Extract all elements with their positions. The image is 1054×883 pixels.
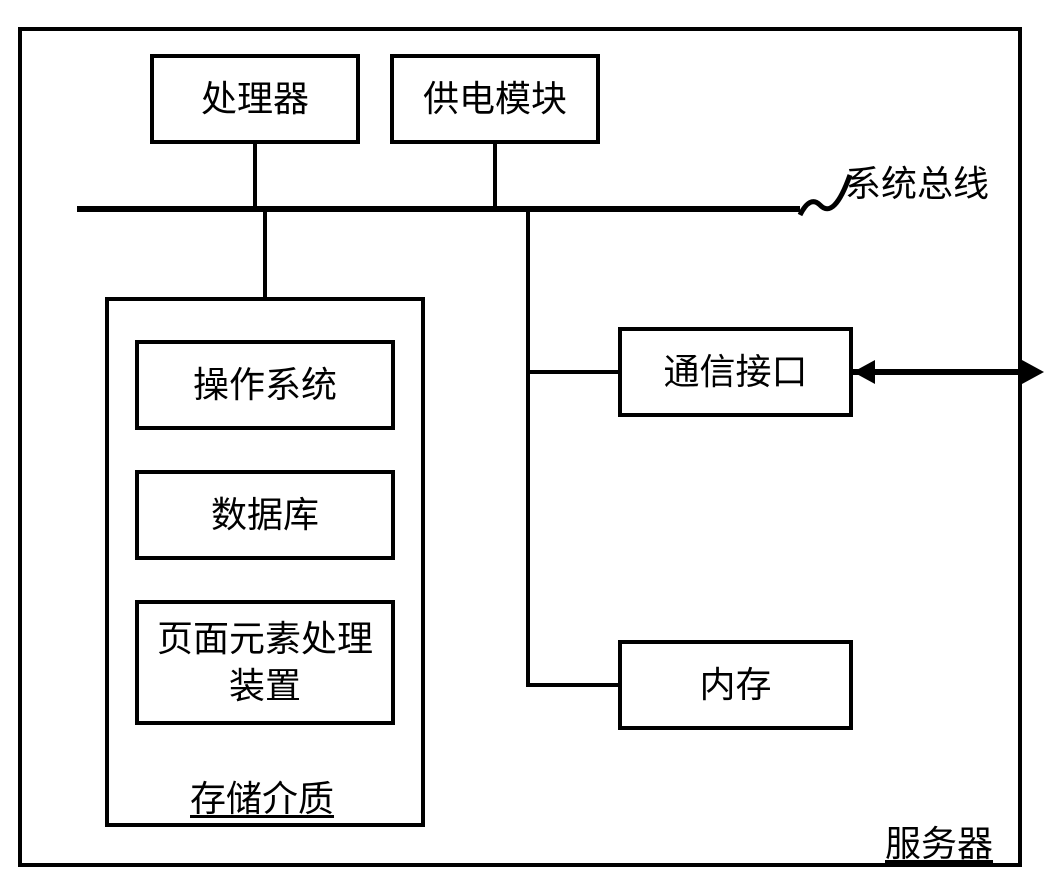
processor-bus-connector <box>253 144 257 208</box>
storage-bus-connector <box>263 210 267 297</box>
comm-branch-connector <box>528 370 618 374</box>
right-branch-vertical <box>526 210 530 687</box>
storage-medium-label: 存储介质 <box>190 770 334 822</box>
comm-out-arrow-right-icon <box>1022 360 1044 384</box>
comm-interface-box: 通信接口 <box>618 327 853 417</box>
server-block-diagram: 服务器 系统总线 处理器 供电模块 存储介质 操作系统 数据库 页面元素处理装置… <box>0 0 1054 883</box>
memory-box: 内存 <box>618 640 853 730</box>
server-label: 服务器 <box>885 815 993 867</box>
database-label: 数据库 <box>211 492 319 539</box>
power-bus-connector <box>493 144 497 208</box>
page-processor-box: 页面元素处理装置 <box>135 600 395 725</box>
processor-box: 处理器 <box>150 54 360 144</box>
os-label: 操作系统 <box>193 362 337 409</box>
system-bus-line <box>77 206 800 212</box>
power-module-box: 供电模块 <box>390 54 600 144</box>
database-box: 数据库 <box>135 470 395 560</box>
memory-label: 内存 <box>699 662 771 709</box>
power-module-label: 供电模块 <box>423 76 567 123</box>
comm-interface-label: 通信接口 <box>663 349 807 396</box>
processor-label: 处理器 <box>201 76 309 123</box>
comm-out-arrow-line <box>853 369 1031 375</box>
memory-branch-connector <box>528 683 618 687</box>
system-bus-label: 系统总线 <box>845 155 989 207</box>
os-box: 操作系统 <box>135 340 395 430</box>
comm-out-arrow-left-icon <box>853 360 875 384</box>
page-processor-label: 页面元素处理装置 <box>157 616 373 710</box>
